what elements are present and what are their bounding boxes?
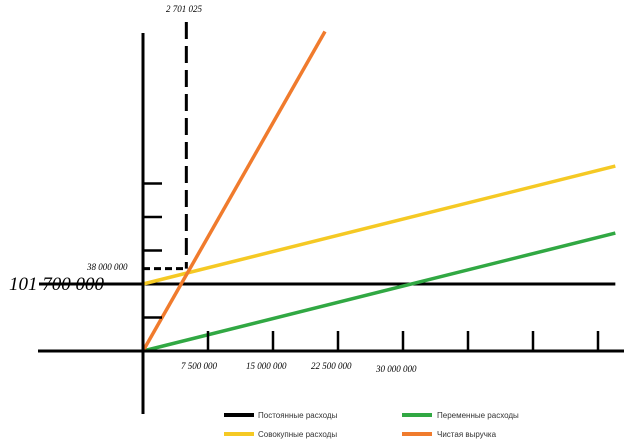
series-line-net-revenue — [141, 30, 327, 352]
legend-label-variable-costs: Переменные расходы — [437, 411, 519, 420]
axes — [38, 33, 624, 414]
legend-item-total-costs: Совокупные расходы — [224, 430, 337, 439]
legend-item-fixed-costs: Постоянные расходы — [224, 411, 338, 420]
break-even-y-label: 38 000 000 — [86, 262, 128, 272]
legend-swatch-net-revenue — [402, 432, 432, 436]
x-tick-label: 22 500 000 — [311, 361, 352, 371]
break-even-x-label: 2 701 025 — [166, 4, 203, 14]
series-line-total-costs — [142, 164, 616, 286]
legend-swatch-fixed-costs — [224, 413, 254, 417]
x-tick-label: 7 500 000 — [181, 361, 218, 371]
x-tick-label: 30 000 000 — [375, 364, 417, 374]
legend-item-variable-costs: Переменные расходы — [402, 411, 519, 420]
data-lines — [39, 30, 616, 353]
legend-label-fixed-costs: Постоянные расходы — [258, 411, 338, 420]
legend-item-net-revenue: Чистая выручка — [402, 430, 497, 439]
legend-swatch-total-costs — [224, 432, 254, 436]
x-tick-label: 15 000 000 — [246, 361, 287, 371]
legend-label-net-revenue: Чистая выручка — [437, 430, 497, 439]
legend-swatch-variable-costs — [402, 413, 432, 417]
legend: Постоянные расходы Переменные расходы Со… — [224, 411, 519, 439]
ticks: 7 500 000 15 000 000 22 500 000 30 000 000 — [143, 182, 600, 374]
guides — [143, 22, 188, 271]
series-line-variable-costs — [142, 231, 616, 353]
fixed-cost-label: 101 700 000 — [9, 274, 105, 295]
legend-label-total-costs: Совокупные расходы — [258, 430, 337, 439]
